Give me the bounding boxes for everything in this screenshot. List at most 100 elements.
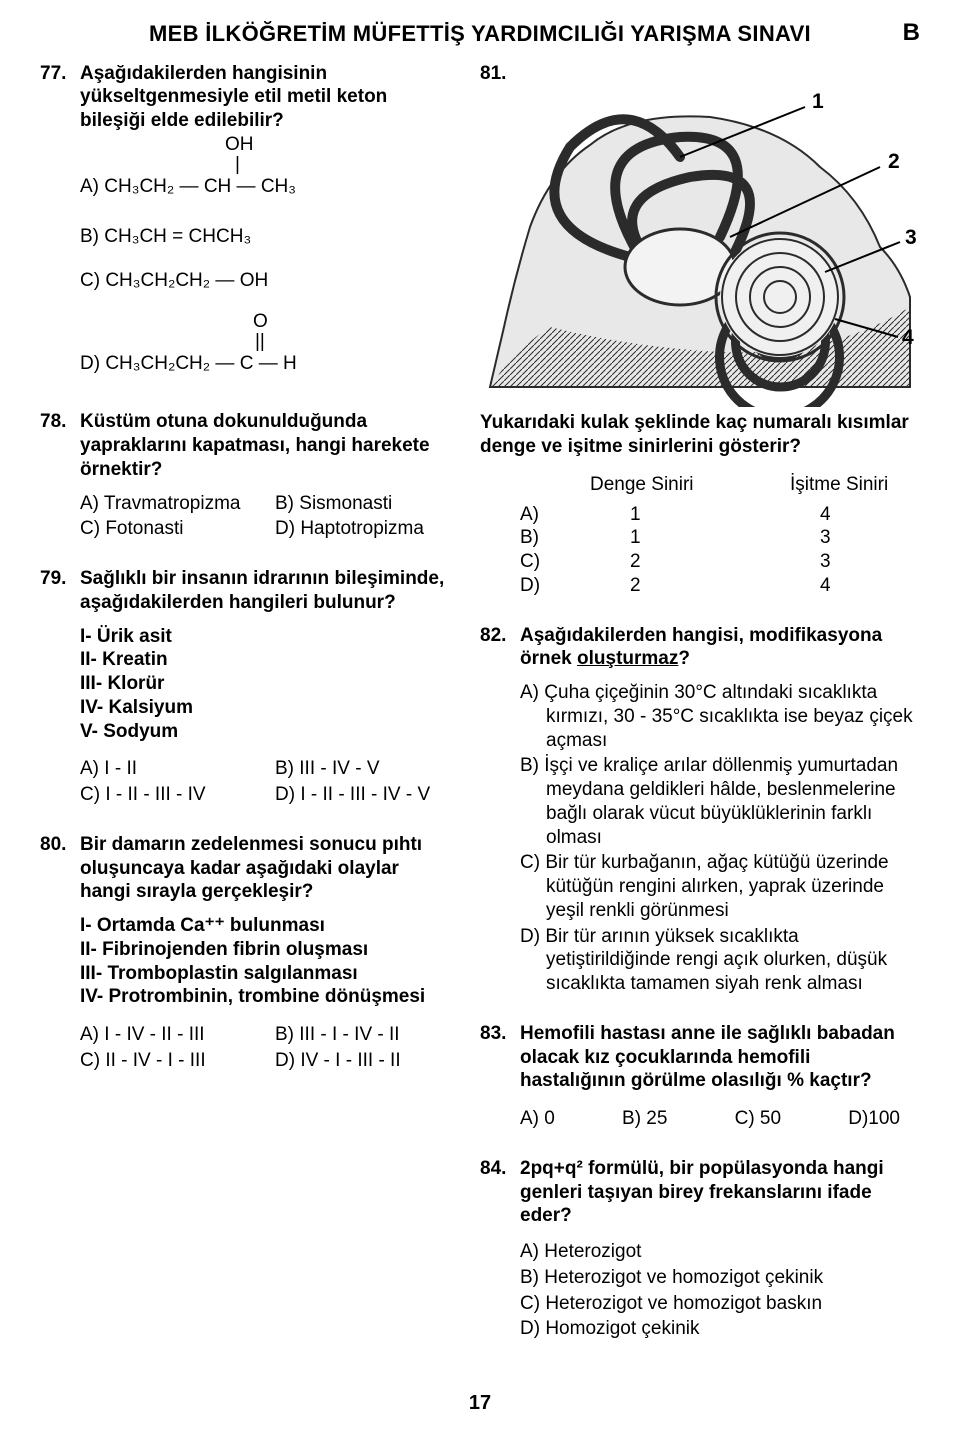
page-title: MEB İLKÖĞRETİM MÜFETTİŞ YARDIMCILIĞI YAR…: [40, 20, 920, 48]
q79-options: A) I - II B) III - IV - V C) I - II - II…: [80, 757, 450, 807]
q79-items: I- Ürik asit II- Kreatin III- Klorür IV-…: [40, 625, 450, 744]
q81-stem-empty: [520, 62, 920, 86]
q84-options: A) Heterozigot B) Heterozigot ve homozig…: [520, 1240, 920, 1341]
booklet-letter: B: [903, 18, 920, 48]
question-84: 84. 2pq+q² formülü, bir popülasyonda han…: [480, 1157, 920, 1341]
q79-A: A) I - II: [80, 757, 255, 781]
q84-A: A) Heterozigot: [520, 1240, 920, 1264]
two-column-layout: 77. Aşağıdakilerden hangisinin yükseltge…: [40, 62, 920, 1368]
q80-C: C) II - IV - I - III: [80, 1049, 255, 1073]
q81-rowC-label: C): [520, 550, 590, 574]
q81-rowC-b: 3: [780, 550, 920, 574]
q77-number: 77.: [40, 62, 80, 133]
q78-C: C) Fotonasti: [80, 517, 255, 541]
ear-diagram: 1 2 3 4: [480, 87, 920, 407]
q79-item5: V- Sodyum: [80, 720, 450, 744]
q82-options: A) Çuha çiçeğinin 30°C altındaki sıcaklı…: [520, 681, 920, 996]
ear-label-4: 4: [902, 325, 914, 351]
q82-stem: Aşağıdakilerden hangisi, modifikasyona ö…: [520, 624, 920, 672]
q80-D: D) IV - I - III - II: [275, 1049, 450, 1073]
q77-options: OH | A) CH₃CH₂ — CH — CH₃ B) CH₃CH = CHC…: [40, 133, 450, 383]
q81-rowA-b: 4: [780, 503, 920, 527]
q84-B: B) Heterozigot ve homozigot çekinik: [520, 1266, 920, 1290]
question-82: 82. Aşağıdakilerden hangisi, modifikasyo…: [480, 624, 920, 996]
q81-head-balance: Denge Siniri: [590, 473, 740, 497]
q81-rowD-label: D): [520, 574, 590, 598]
q79-D: D) I - II - III - IV - V: [275, 783, 450, 807]
q79-item4: IV- Kalsiyum: [80, 696, 450, 720]
q81-rowA-a: 1: [590, 503, 780, 527]
q80-item1: I- Ortamda Ca⁺⁺ bulunması: [80, 914, 450, 938]
q77-optD: D) CH₃CH₂CH₂ — C — H: [80, 352, 297, 376]
page-number: 17: [0, 1391, 960, 1416]
q84-number: 84.: [480, 1157, 520, 1228]
q81-rowB-b: 3: [780, 526, 920, 550]
q77-stem: Aşağıdakilerden hangisinin yükseltgenmes…: [80, 62, 450, 133]
q83-B: B) 25: [622, 1107, 667, 1131]
q81-rowC-a: 2: [590, 550, 780, 574]
q82-A: A) Çuha çiçeğinin 30°C altındaki sıcaklı…: [520, 681, 920, 752]
q77-optA: A) CH₃CH₂ — CH — CH₃: [80, 175, 296, 199]
q83-A: A) 0: [520, 1107, 555, 1131]
q78-number: 78.: [40, 410, 80, 481]
q81-rowB-label: B): [520, 526, 590, 550]
q77-optA-bond: |: [235, 153, 240, 177]
q79-stem: Sağlıklı bir insanın idrarının bileşimin…: [80, 567, 450, 615]
question-80: 80. Bir damarın zedelenmesi sonucu pıhtı…: [40, 833, 450, 1073]
q83-number: 83.: [480, 1022, 520, 1093]
q83-options: A) 0 B) 25 C) 50 D)100: [520, 1107, 920, 1131]
right-column: 81.: [480, 62, 920, 1368]
q80-A: A) I - IV - II - III: [80, 1023, 255, 1047]
ear-diagram-svg: [480, 87, 920, 407]
q82-B: B) İşçi ve kraliçe arılar döllenmiş yumu…: [520, 754, 920, 849]
question-79: 79. Sağlıklı bir insanın idrarının bileş…: [40, 567, 450, 807]
q79-B: B) III - IV - V: [275, 757, 450, 781]
q79-item2: II- Kreatin: [80, 648, 450, 672]
q80-options: A) I - IV - II - III B) III - I - IV - I…: [80, 1023, 450, 1073]
q83-C: C) 50: [735, 1107, 781, 1131]
q80-stem: Bir damarın zedelenmesi sonucu pıhtı olu…: [80, 833, 450, 904]
q79-item1: I- Ürik asit: [80, 625, 450, 649]
ear-label-2: 2: [888, 149, 900, 175]
q80-number: 80.: [40, 833, 80, 904]
q78-A: A) Travmatropizma: [80, 492, 255, 516]
q81-rowA-label: A): [520, 503, 590, 527]
q82-stem-underline: oluşturmaz: [577, 648, 678, 669]
q80-item4: IV- Protrombinin, trombine dönüşmesi: [80, 985, 450, 1009]
ear-label-1: 1: [812, 89, 824, 115]
q80-item3: III- Tromboplastin salgılanması: [80, 962, 450, 986]
q84-D: D) Homozigot çekinik: [520, 1317, 920, 1341]
left-column: 77. Aşağıdakilerden hangisinin yükseltge…: [40, 62, 450, 1368]
q84-stem: 2pq+q² formülü, bir popülasyonda hangi g…: [520, 1157, 920, 1228]
q78-options: A) Travmatropizma B) Sismonasti C) Foton…: [80, 492, 450, 542]
q78-D: D) Haptotropizma: [275, 517, 450, 541]
q79-number: 79.: [40, 567, 80, 615]
q82-stem-post: ?: [678, 648, 690, 669]
q78-B: B) Sismonasti: [275, 492, 450, 516]
q77-optD-bond: ||: [255, 330, 265, 354]
q82-stem-pre: Aşağıdakilerden hangisi, modifikasyona ö…: [520, 625, 882, 670]
q81-number: 81.: [480, 62, 520, 86]
q79-item3: III- Klorür: [80, 672, 450, 696]
q81-stem2: Yukarıdaki kulak şeklinde kaç numaralı k…: [480, 411, 920, 459]
q81-rowD-a: 2: [590, 574, 780, 598]
q81-rowB-a: 1: [590, 526, 780, 550]
q81-answer-table: Denge Siniri İşitme Siniri A) 1 4 B) 1 3: [520, 473, 920, 598]
q81-head-hearing: İşitme Siniri: [790, 473, 888, 497]
q83-D: D)100: [848, 1107, 900, 1131]
q80-items: I- Ortamda Ca⁺⁺ bulunması II- Fibrinojen…: [40, 914, 450, 1009]
question-77: 77. Aşağıdakilerden hangisinin yükseltge…: [40, 62, 450, 383]
q77-optB: B) CH₃CH = CHCH₃: [80, 225, 450, 249]
q82-number: 82.: [480, 624, 520, 672]
q84-C: C) Heterozigot ve homozigot baskın: [520, 1292, 920, 1316]
q83-stem: Hemofili hastası anne ile sağlıklı babad…: [520, 1022, 920, 1093]
question-83: 83. Hemofili hastası anne ile sağlıklı b…: [480, 1022, 920, 1131]
q80-B: B) III - I - IV - II: [275, 1023, 450, 1047]
ear-label-3: 3: [905, 225, 917, 251]
q82-D: D) Bir tür arının yüksek sıcaklıkta yeti…: [520, 925, 920, 996]
q80-item2: II- Fibrinojenden fibrin oluşması: [80, 938, 450, 962]
question-81: 81.: [480, 62, 920, 598]
q82-C: C) Bir tür kurbağanın, ağaç kütüğü üzeri…: [520, 851, 920, 922]
exam-page: MEB İLKÖĞRETİM MÜFETTİŞ YARDIMCILIĞI YAR…: [0, 0, 960, 1432]
q81-rowD-b: 4: [780, 574, 920, 598]
